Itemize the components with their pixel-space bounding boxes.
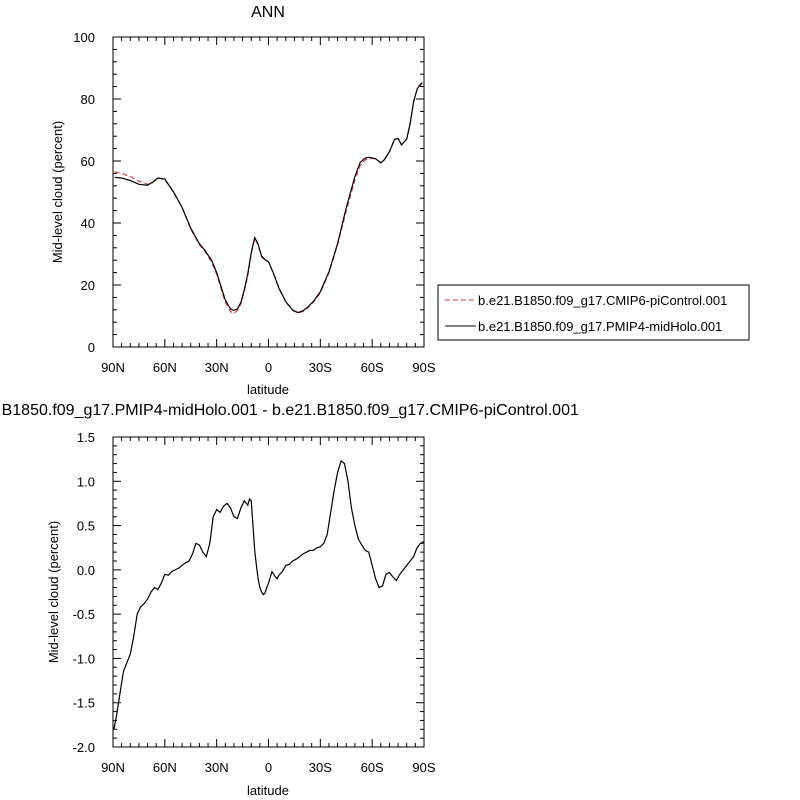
bottom-panel: b.e21.B1850.f09_g17.PMIP4-midHolo.001 - … [0, 402, 579, 798]
top-x-tick-label: 60N [153, 360, 177, 375]
top-x-tick-label: 90S [412, 360, 435, 375]
bottom-y-tick-label: -1.0 [73, 651, 95, 666]
top-x-tick-label: 30S [309, 360, 332, 375]
bottom-x-tick-label: 60S [361, 760, 384, 775]
bottom-x-tick-label: 0 [265, 760, 272, 775]
top-x-tick-label: 60S [361, 360, 384, 375]
top-x-tick-label: 30N [205, 360, 229, 375]
bottom-series-line-0 [113, 459, 425, 730]
top-series-line-1 [114, 82, 423, 314]
bottom-x-axis-label: latitude [247, 783, 289, 798]
bottom-plot-frame [112, 436, 425, 748]
bottom-x-tick-label: 30N [205, 760, 229, 775]
top-x-axis-label: latitude [247, 382, 289, 397]
top-plot-frame [112, 36, 425, 348]
bottom-y-tick-label: -1.5 [73, 696, 95, 711]
legend-box [437, 284, 750, 341]
bottom-x-tick-label: 30S [309, 760, 332, 775]
bottom-y-tick-label: 0.5 [77, 519, 95, 534]
bottom-y-tick-label: 1.0 [77, 474, 95, 489]
bottom-x-tick-label: 90S [412, 760, 435, 775]
legend-label-midholo: b.e21.B1850.f09_g17.PMIP4-midHolo.001 [478, 319, 722, 334]
legend-label-picontrol: b.e21.B1850.f09_g17.CMIP6-piControl.001 [478, 293, 727, 308]
legend: b.e21.B1850.f09_g17.CMIP6-piControl.001 … [437, 284, 750, 341]
bottom-x-tick-label: 90N [101, 760, 125, 775]
bottom-x-tick-label: 60N [153, 760, 177, 775]
top-x-tick-label: 0 [265, 360, 272, 375]
top-series-line-0 [114, 83, 423, 315]
top-y-tick-label: 20 [81, 278, 95, 293]
top-x-tick-label: 90N [101, 360, 125, 375]
bottom-y-tick-label: -0.5 [73, 607, 95, 622]
bottom-chart-title: b.e21.B1850.f09_g17.PMIP4-midHolo.001 - … [0, 402, 579, 419]
top-chart-title: ANN [251, 4, 285, 21]
top-y-tick-label: 100 [73, 30, 95, 45]
bottom-y-tick-label: -2.0 [73, 740, 95, 755]
bottom-y-axis-label: Mid-level cloud (percent) [46, 521, 61, 663]
top-y-tick-label: 80 [81, 92, 95, 107]
top-panel: ANN 90N 60N 30N 0 30S 60S 90S 0 20 40 60 80 100 lati… [50, 4, 436, 397]
top-y-tick-label: 40 [81, 216, 95, 231]
top-y-tick-label: 60 [81, 154, 95, 169]
top-y-tick-label: 0 [88, 340, 95, 355]
bottom-y-tick-label: 1.5 [77, 430, 95, 445]
top-y-axis-label: Mid-level cloud (percent) [50, 121, 65, 263]
bottom-y-tick-label: 0.0 [77, 563, 95, 578]
